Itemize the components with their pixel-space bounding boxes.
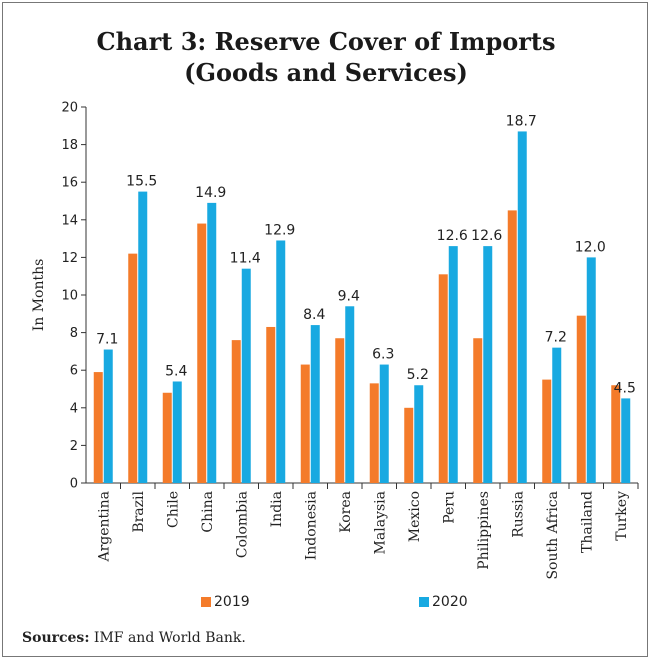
chart-title: Chart 3: Reserve Cover of Imports (Goods… <box>0 26 652 88</box>
y-tick-label: 12 <box>61 251 78 266</box>
category-label-korea: Korea <box>338 491 354 533</box>
bar-2019-korea <box>335 338 345 483</box>
bar-2019-india <box>266 326 276 483</box>
y-tick-label: 4 <box>70 401 78 416</box>
data-label-2020-korea: 9.4 <box>338 288 360 304</box>
source-label: Sources: <box>22 630 90 646</box>
data-label-2020-russia: 18.7 <box>506 113 537 129</box>
bar-2020-south-africa <box>552 347 562 483</box>
bar-2019-brazil <box>128 253 138 483</box>
data-label-2020-south-africa: 7.2 <box>545 330 567 346</box>
legend-swatch-2019 <box>201 597 211 607</box>
data-label-2020-chile: 5.4 <box>165 363 187 379</box>
bar-2020-brazil <box>138 191 148 483</box>
bar-2020-argentina <box>103 349 113 483</box>
category-label-south-africa: South Africa <box>545 491 561 580</box>
data-label-2020-turkey: 4.5 <box>614 380 636 396</box>
y-tick-label: 18 <box>61 138 78 153</box>
bar-2019-thailand <box>576 315 586 483</box>
data-label-2020-argentina: 7.1 <box>96 332 118 348</box>
legend-item-2019: 2019 <box>201 594 250 610</box>
bar-2020-thailand <box>586 257 596 483</box>
bar-2020-mexico <box>414 385 424 483</box>
y-tick-label: 10 <box>61 289 78 304</box>
category-label-indonesia: Indonesia <box>303 491 319 560</box>
category-label-china: China <box>200 491 216 533</box>
bar-2019-philippines <box>473 338 483 483</box>
bar-2019-mexico <box>404 407 414 483</box>
bar-2019-chile <box>162 392 172 483</box>
category-label-colombia: Colombia <box>234 491 250 558</box>
category-label-philippines: Philippines <box>476 491 492 570</box>
y-tick-label: 8 <box>70 326 78 341</box>
y-tick-label: 20 <box>61 101 78 116</box>
data-label-2020-china: 14.9 <box>195 185 226 201</box>
category-label-brazil: Brazil <box>131 490 147 532</box>
bar-2020-colombia <box>241 268 251 483</box>
category-label-mexico: Mexico <box>407 491 423 542</box>
category-label-chile: Chile <box>165 491 181 528</box>
source-note: Sources: IMF and World Bank. <box>22 630 246 646</box>
bar-2019-china <box>197 223 207 483</box>
data-label-2020-philippines: 12.6 <box>471 228 502 244</box>
legend-swatch-2020 <box>419 597 429 607</box>
bar-2019-colombia <box>231 340 241 483</box>
category-label-india: India <box>269 491 285 527</box>
data-label-2020-brazil: 15.5 <box>126 174 157 190</box>
data-label-2020-india: 12.9 <box>264 222 295 238</box>
legend-item-2020: 2020 <box>419 594 468 610</box>
data-label-2020-thailand: 12.0 <box>575 239 606 255</box>
category-label-argentina: Argentina <box>96 491 112 563</box>
data-label-2020-indonesia: 8.4 <box>303 307 325 323</box>
y-tick-label: 16 <box>61 176 78 191</box>
bar-2020-indonesia <box>310 325 320 483</box>
chart-title-line2: (Goods and Services) <box>184 58 468 87</box>
y-tick-label: 0 <box>70 477 78 492</box>
bar-chart: 0 2 4 6 8 10 12 14 16 18 20 In Months 7.1 Argentina 15… <box>31 101 639 580</box>
category-label-russia: Russia <box>510 491 526 538</box>
category-label-turkey: Turkey <box>614 491 630 541</box>
bar-2020-china <box>207 202 217 483</box>
y-axis-title: In Months <box>31 259 47 332</box>
bar-2019-russia <box>507 210 517 483</box>
chart-title-line1: Chart 3: Reserve Cover of Imports <box>96 27 556 56</box>
data-label-2020-peru: 12.6 <box>437 228 468 244</box>
data-label-2020-colombia: 11.4 <box>230 251 261 267</box>
y-tick-label: 2 <box>70 439 78 454</box>
category-label-peru: Peru <box>441 491 457 524</box>
bar-2020-russia <box>517 131 527 483</box>
y-tick-label: 6 <box>70 364 78 379</box>
bar-2019-indonesia <box>300 364 310 483</box>
bar-2019-turkey <box>611 385 621 483</box>
legend-label-2020: 2020 <box>432 594 468 610</box>
category-label-malaysia: Malaysia <box>372 491 388 554</box>
source-text: IMF and World Bank. <box>89 630 246 646</box>
bar-2020-philippines <box>483 246 493 483</box>
bar-2020-malaysia <box>379 364 389 483</box>
bar-2019-malaysia <box>369 383 379 483</box>
bar-2020-india <box>276 240 286 483</box>
bar-2019-south-africa <box>542 379 552 483</box>
legend-label-2019: 2019 <box>214 594 250 610</box>
bar-2019-argentina <box>93 372 103 483</box>
bar-2019-peru <box>438 274 448 483</box>
bar-2020-peru <box>448 246 458 483</box>
bar-2020-chile <box>172 381 182 483</box>
y-tick-label: 14 <box>61 213 78 228</box>
data-label-2020-malaysia: 6.3 <box>372 347 394 363</box>
data-label-2020-mexico: 5.2 <box>407 367 429 383</box>
category-label-thailand: Thailand <box>579 491 595 553</box>
bar-2020-turkey <box>621 398 631 483</box>
bar-2020-korea <box>345 306 355 483</box>
